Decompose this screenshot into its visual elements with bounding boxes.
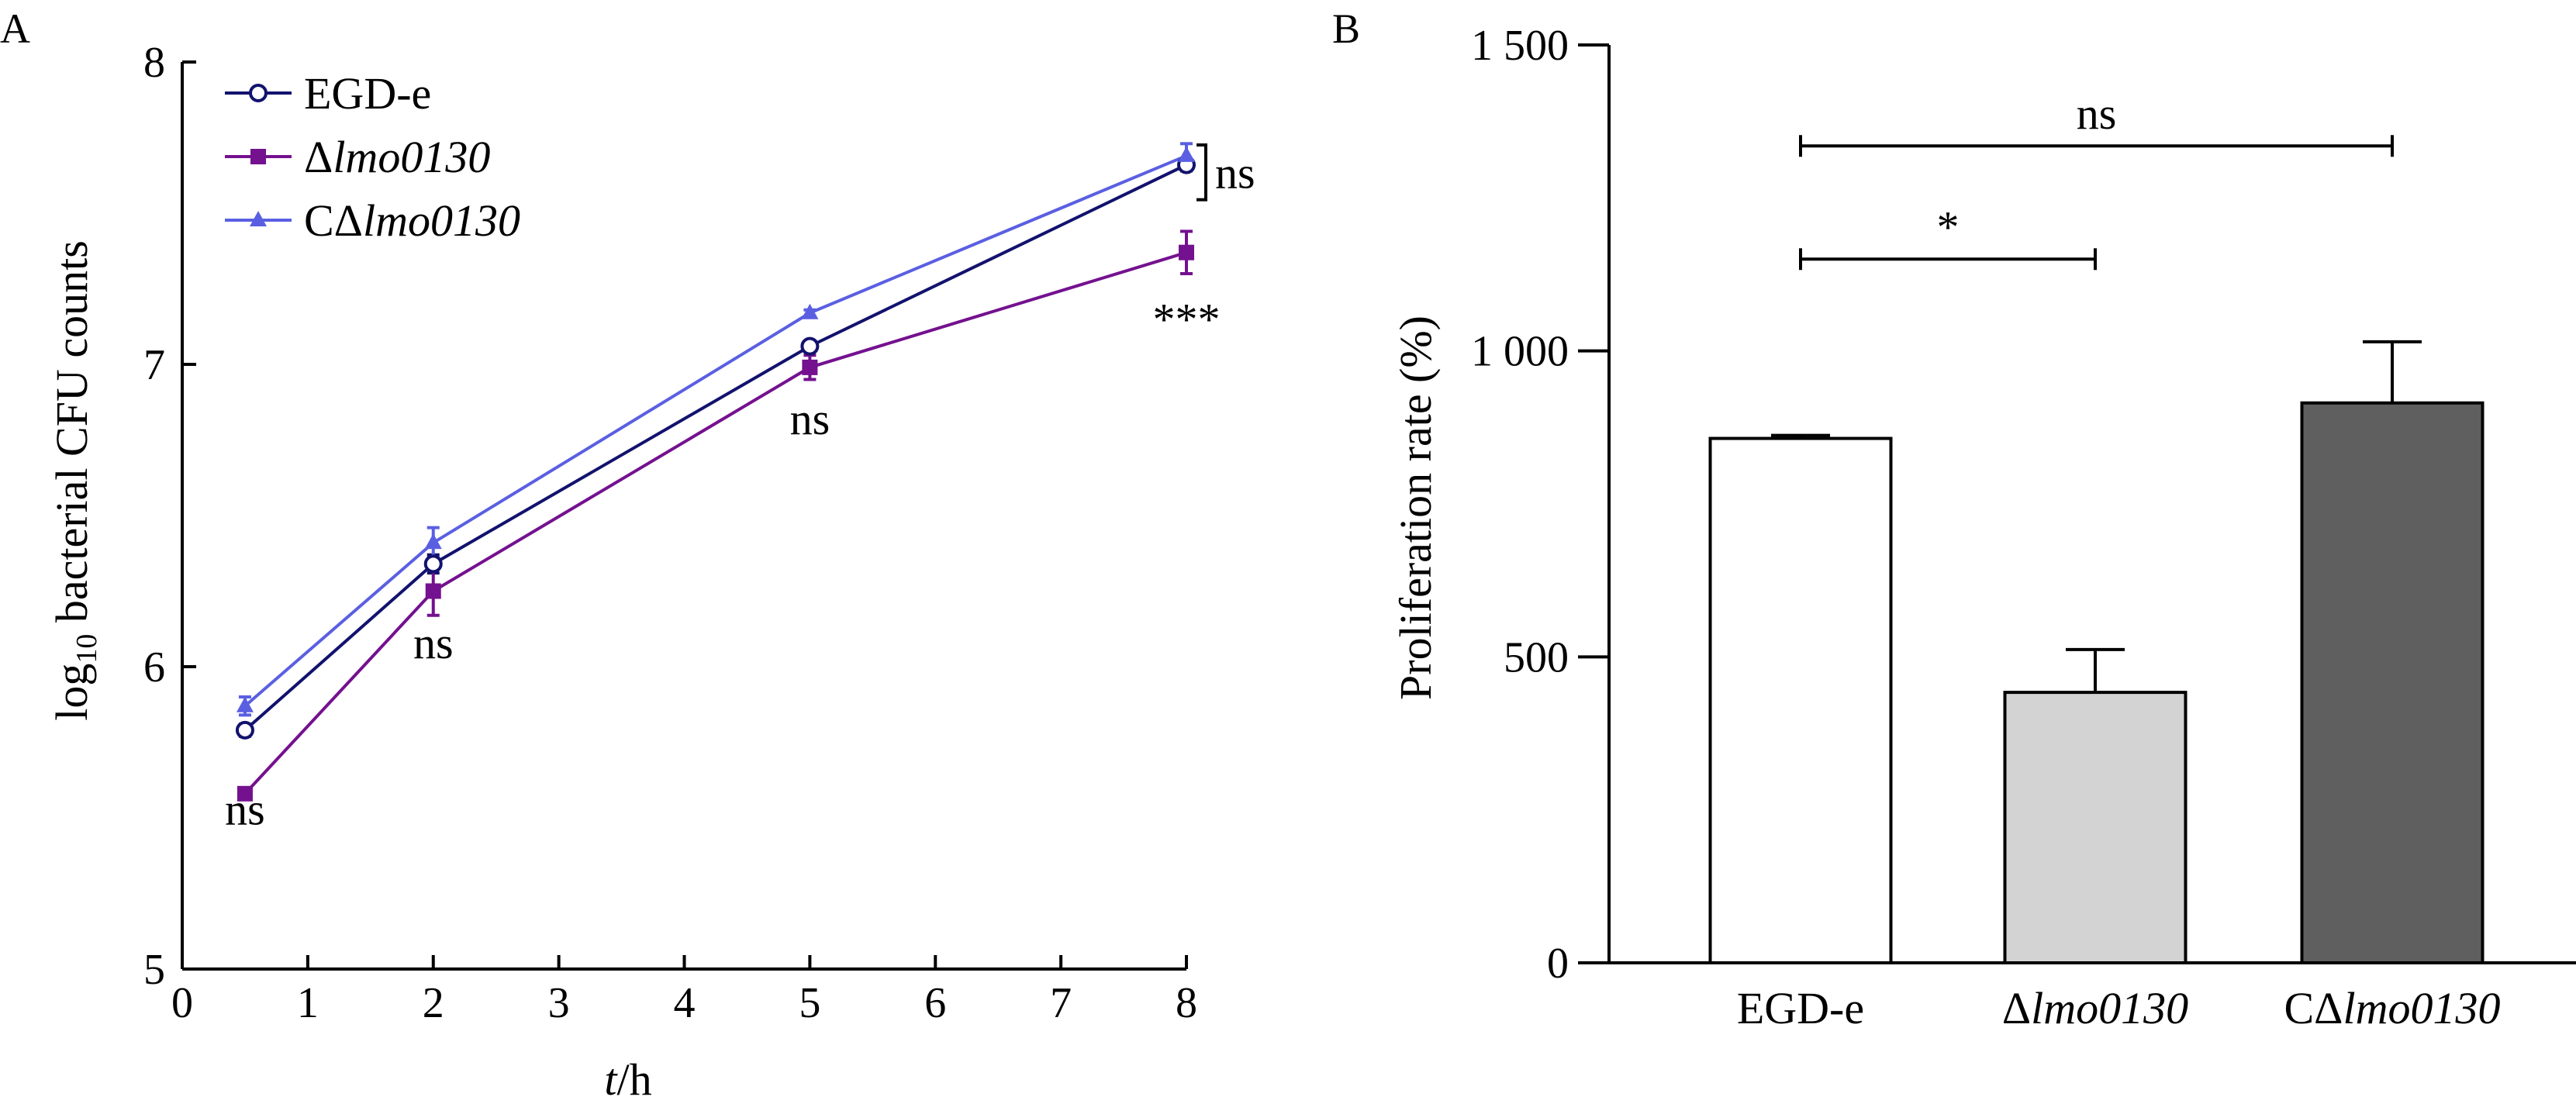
legend-label: Δlmo0130: [304, 132, 490, 182]
y-axis-label: Proliferation rate (%): [1390, 316, 1441, 700]
bar: [2300, 401, 2484, 964]
y-tick-label: 1 500: [1471, 22, 1569, 70]
data-point: [801, 303, 819, 319]
label-part: Δ: [2002, 983, 2031, 1033]
series-line: [243, 154, 1187, 708]
label-part: lmo0130: [363, 195, 520, 246]
series-markers: [235, 146, 1196, 802]
label-part: EGD-e: [304, 68, 431, 119]
y-tick-label: 0: [1547, 940, 1569, 988]
data-point: [236, 696, 254, 712]
x-tick-label: 1: [297, 979, 319, 1027]
label-part: EGD-e: [1737, 983, 1864, 1033]
series-line: [243, 250, 1187, 795]
x-tick-label: 8: [1176, 979, 1197, 1027]
significance-label: *: [1937, 202, 1960, 252]
x-tick-label: 4: [674, 979, 696, 1027]
x-tick-label: 2: [423, 979, 444, 1027]
label-part: Δ: [304, 132, 333, 182]
significance-label: ns: [413, 618, 454, 668]
data-point: [424, 533, 442, 550]
y-tick-labels: 5 6 7 8: [143, 39, 165, 994]
data-point: [235, 720, 254, 740]
legend-marker: [250, 149, 266, 164]
significance-label: ns: [790, 394, 830, 444]
data-point: [423, 554, 443, 574]
series-line: [243, 163, 1187, 732]
y-axis-label: log10 bacterial CFU counts: [47, 240, 103, 721]
x-axis-label: t/h: [604, 1054, 651, 1105]
y-tick-label: 500: [1504, 633, 1569, 681]
label-part: lmo0130: [2031, 983, 2188, 1033]
x-tick-label: 5: [799, 979, 820, 1027]
x-tick-label: 7: [1050, 979, 1072, 1027]
y-tick-label: 5: [143, 946, 165, 994]
significance-annotations: ns ns ns *** ns: [225, 143, 1255, 834]
x-tick-label: 6: [924, 979, 946, 1027]
line-chart-axes: [181, 60, 1188, 971]
significance-bracket: [1196, 143, 1207, 202]
significance-label: ns: [225, 784, 265, 834]
y-tick-label: 8: [143, 39, 165, 87]
x-tick-labels: 0 1 2 3 4 5 6 7 8: [171, 979, 1197, 1027]
data-point: [800, 336, 820, 356]
y-tick-label: 6: [143, 643, 165, 692]
y-tick-label: 1 000: [1471, 328, 1569, 376]
bar: [1708, 436, 1893, 964]
category-label: Δlmo0130: [2002, 983, 2188, 1033]
significance-label: ns: [1215, 147, 1255, 198]
panel-label-a: A: [0, 5, 30, 52]
panel-label-b: B: [1332, 5, 1360, 52]
label-part: CΔ: [2284, 983, 2343, 1033]
legend-label: CΔlmo0130: [304, 195, 520, 246]
data-point: [1178, 146, 1195, 162]
label-part: lmo0130: [333, 132, 490, 182]
significance-label: ns: [2077, 88, 2117, 139]
data-point: [1179, 244, 1194, 260]
line-chart-panel: A 0 1 2 3 4 5 6 7 8 5 6 7 8 ns ns ns *** ns EGD-e Δlmo01…: [0, 5, 1255, 1105]
legend-label: EGD-e: [304, 68, 431, 119]
significance-brackets: * ns: [1799, 88, 2394, 271]
label-part: CΔ: [304, 195, 363, 246]
y-tick-label: 7: [143, 341, 165, 389]
significance-label: ***: [1153, 295, 1221, 345]
y-tick-labels: 0 500 1 000 1 500: [1471, 22, 1569, 988]
data-point: [237, 785, 253, 802]
label-part: lmo0130: [2343, 983, 2500, 1033]
legend-marker: [249, 84, 268, 102]
category-labels: EGD-e Δlmo0130 CΔlmo0130: [1737, 983, 2501, 1033]
legend-marker: [250, 211, 267, 226]
data-point: [425, 583, 441, 599]
x-tick-label: 0: [171, 979, 193, 1027]
category-label: CΔlmo0130: [2284, 983, 2501, 1033]
bars: [1708, 401, 2484, 965]
bar: [2003, 691, 2188, 965]
bar-error-bars: [1771, 340, 2422, 693]
data-point: [802, 359, 818, 375]
category-label: EGD-e: [1737, 983, 1864, 1033]
series-lines: [243, 154, 1187, 795]
x-tick-label: 3: [548, 979, 570, 1027]
